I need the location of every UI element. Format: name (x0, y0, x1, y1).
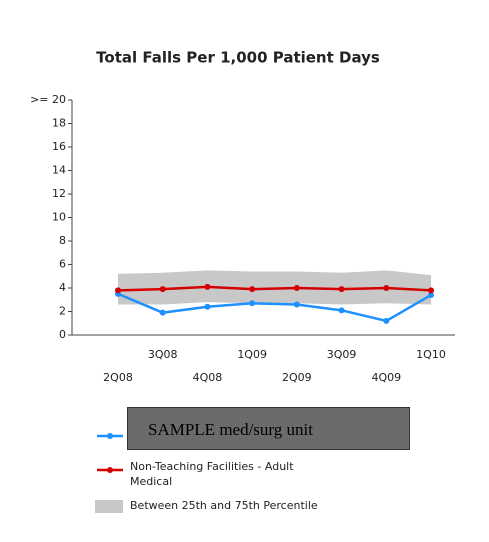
x-tick-label: 4Q08 (193, 371, 223, 384)
y-tick-label: 10 (52, 211, 66, 224)
point (115, 287, 121, 294)
legend-label: Non-Teaching Facilities - Adult Medical (130, 460, 294, 488)
x-tick-label: 1Q09 (237, 348, 267, 361)
series-line (117, 285, 432, 292)
y-tick-label: 16 (52, 140, 66, 153)
point (204, 303, 211, 310)
point (293, 285, 300, 291)
y-tick-label: 14 (52, 164, 66, 177)
point (383, 317, 390, 324)
y-tick-label: 4 (59, 281, 66, 294)
swatch (97, 467, 123, 473)
series-line (117, 292, 432, 323)
point (159, 286, 166, 293)
y-tick-label: 2 (59, 305, 66, 318)
chart-title: Total Falls Per 1,000 Patient Days (96, 49, 380, 67)
point (338, 307, 345, 314)
point (428, 292, 434, 299)
legend-band-swatch (95, 500, 123, 513)
legend-swatch (95, 426, 125, 446)
y-tick-label: 12 (52, 187, 66, 200)
point (249, 286, 256, 293)
y-tick-label: 0 (59, 328, 66, 341)
point (293, 301, 300, 308)
legend-marker (107, 467, 113, 473)
legend-label: Between 25th and 75th Percentile (130, 499, 318, 512)
x-tick-label: 1Q10 (416, 348, 446, 361)
legend-marker (107, 433, 113, 439)
x-tick-label: 2Q09 (282, 371, 312, 384)
x-tick-label: 4Q09 (371, 371, 401, 384)
swatch (97, 433, 123, 439)
point (383, 285, 390, 291)
legend-swatch (95, 460, 125, 480)
point (338, 286, 345, 293)
legend-label: SAMPLE med/surg unit (127, 407, 410, 450)
x-tick-label: 3Q08 (148, 348, 178, 361)
point (428, 287, 434, 294)
x-tick-label: 3Q09 (327, 348, 357, 361)
point (159, 309, 166, 316)
point (249, 300, 256, 307)
y-tick-label: 8 (59, 234, 66, 247)
x-tick-label: 2Q08 (103, 371, 133, 384)
y-tick-label: >= 20 (30, 93, 66, 106)
point (204, 283, 211, 290)
y-tick-label: 6 (59, 258, 66, 271)
y-tick-label: 18 (52, 117, 66, 130)
